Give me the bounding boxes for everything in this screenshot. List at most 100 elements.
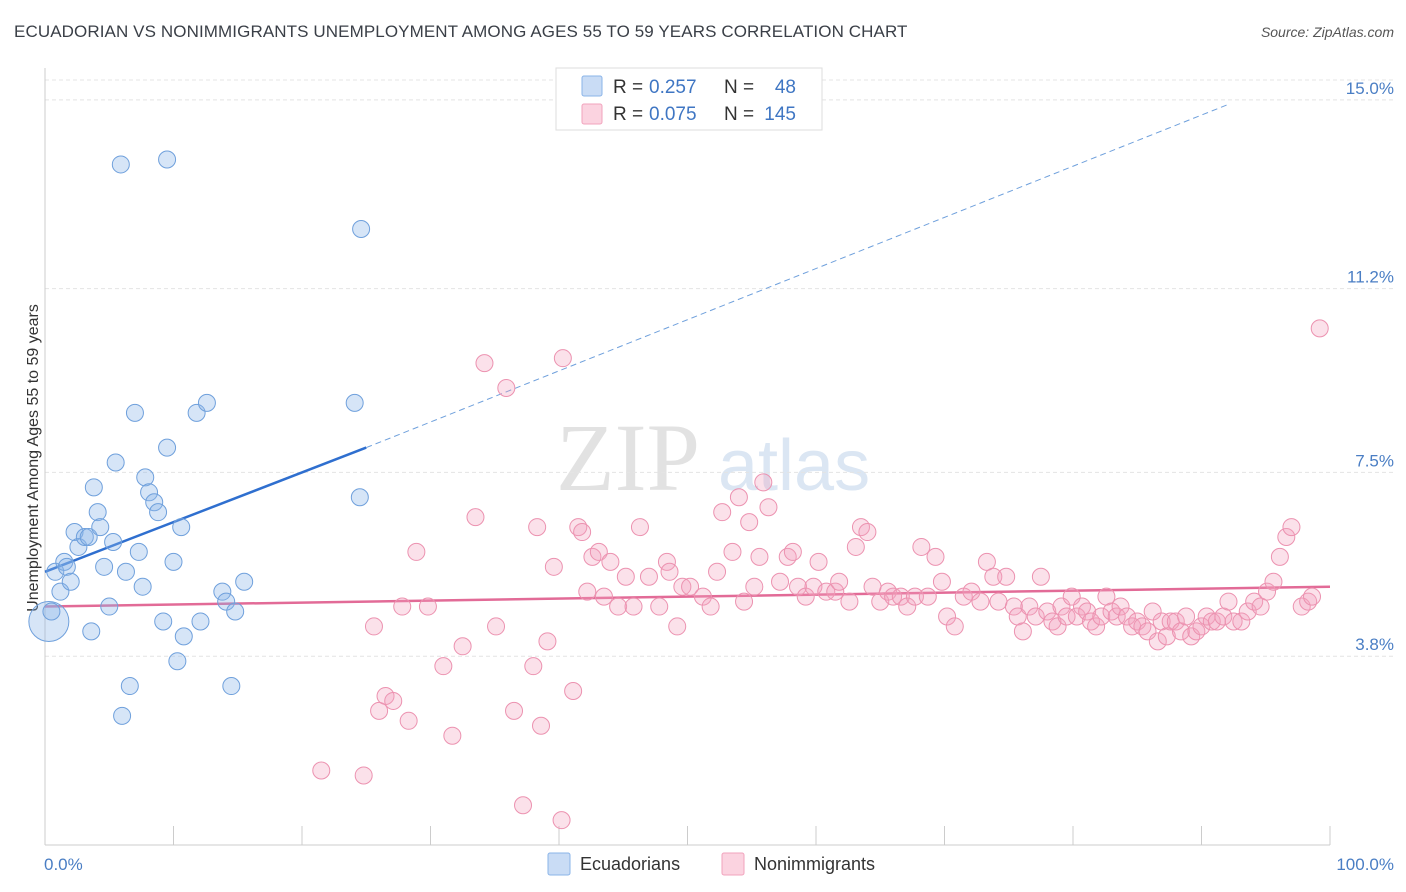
point-ecuadorians: [125, 403, 144, 422]
bottom-legend-swatch-ecuadorians: [547, 852, 571, 876]
point-nonimmigrants: [1020, 597, 1039, 616]
point-ecuadorians: [217, 592, 236, 611]
source-label: Source: ZipAtlas.com: [1260, 24, 1394, 40]
point-nonimmigrants: [443, 726, 462, 745]
y-tick-label: 15.0%: [1346, 79, 1394, 98]
point-nonimmigrants: [701, 597, 720, 616]
point-nonimmigrants: [1031, 567, 1050, 586]
point-nonimmigrants: [487, 617, 506, 636]
point-ecuadorians: [61, 572, 80, 591]
point-ecuadorians: [28, 600, 70, 642]
point-ecuadorians: [113, 706, 132, 725]
point-nonimmigrants: [1048, 617, 1067, 636]
watermark: ZIP atlas: [556, 404, 870, 511]
point-ecuadorians: [158, 150, 177, 169]
point-ecuadorians: [164, 552, 183, 571]
point-nonimmigrants: [532, 716, 551, 735]
point-nonimmigrants: [475, 354, 494, 373]
point-nonimmigrants: [745, 577, 764, 596]
point-ecuadorians: [191, 612, 210, 631]
point-nonimmigrants: [789, 577, 808, 596]
point-nonimmigrants: [783, 542, 802, 561]
point-nonimmigrants: [945, 617, 964, 636]
point-nonimmigrants: [1232, 612, 1251, 631]
point-nonimmigrants: [399, 711, 418, 730]
bottom-legend-nonimmigrants: Nonimmigrants: [754, 854, 875, 874]
point-nonimmigrants: [1143, 602, 1162, 621]
point-nonimmigrants: [624, 597, 643, 616]
trend-line-nonimmigrants: [44, 585, 1331, 608]
legend-r-value-1: 0.257: [649, 77, 697, 98]
point-nonimmigrants: [740, 513, 759, 532]
point-ecuadorians: [149, 503, 168, 522]
bottom-legend-ecuadorians: Ecuadorians: [580, 854, 680, 874]
legend-swatch-ecuadorians: [581, 75, 603, 97]
legend-box: R = 0.257 N = 48 R = 0.075 N = 145: [555, 67, 823, 131]
point-ecuadorians: [172, 518, 191, 537]
point-ecuadorians: [116, 562, 135, 581]
data-points: [28, 150, 1329, 830]
point-nonimmigrants: [1057, 607, 1076, 626]
legend-n-value-1: 48: [775, 77, 796, 98]
point-nonimmigrants: [977, 552, 996, 571]
point-nonimmigrants: [1166, 612, 1185, 631]
point-nonimmigrants: [1258, 582, 1277, 601]
point-ecuadorians: [158, 438, 177, 457]
point-nonimmigrants: [1264, 572, 1283, 591]
point-nonimmigrants: [538, 632, 557, 651]
point-nonimmigrants: [1092, 607, 1111, 626]
point-nonimmigrants: [1026, 607, 1045, 626]
point-nonimmigrants: [616, 567, 635, 586]
point-nonimmigrants: [1072, 597, 1091, 616]
point-nonimmigrants: [553, 349, 572, 368]
x-tick-label-min: 0.0%: [44, 855, 83, 874]
point-ecuadorians: [104, 532, 123, 551]
legend-r-label-2: R =: [613, 104, 643, 125]
point-nonimmigrants: [759, 498, 778, 517]
point-ecuadorians: [57, 557, 76, 576]
point-ecuadorians: [154, 612, 173, 631]
point-nonimmigrants: [1081, 612, 1100, 631]
point-nonimmigrants: [809, 552, 828, 571]
point-nonimmigrants: [729, 488, 748, 507]
point-nonimmigrants: [578, 582, 597, 601]
point-ecuadorians: [75, 528, 94, 547]
point-nonimmigrants: [735, 592, 754, 611]
point-ecuadorians: [91, 518, 110, 537]
point-nonimmigrants: [1004, 597, 1023, 616]
point-ecuadorians: [95, 557, 114, 576]
point-nonimmigrants: [708, 562, 727, 581]
point-nonimmigrants: [1219, 592, 1238, 611]
point-ecuadorians: [235, 572, 254, 591]
point-nonimmigrants: [1078, 602, 1097, 621]
point-nonimmigrants: [891, 587, 910, 606]
point-nonimmigrants: [997, 567, 1016, 586]
point-ecuadorians: [226, 602, 245, 621]
point-nonimmigrants: [989, 592, 1008, 611]
axes: [44, 68, 1331, 846]
point-nonimmigrants: [826, 582, 845, 601]
y-axis-label: Unemployment Among Ages 55 to 59 years: [25, 304, 42, 612]
point-nonimmigrants: [846, 537, 865, 556]
point-nonimmigrants: [528, 518, 547, 537]
point-nonimmigrants: [938, 607, 957, 626]
legend-n-value-2: 145: [764, 104, 796, 125]
point-nonimmigrants: [796, 587, 815, 606]
point-nonimmigrants: [962, 582, 981, 601]
point-nonimmigrants: [370, 701, 389, 720]
bottom-legend-swatch-nonimmigrants: [721, 852, 745, 876]
point-ecuadorians: [350, 488, 369, 507]
point-nonimmigrants: [926, 547, 945, 566]
point-nonimmigrants: [1177, 607, 1196, 626]
trend-line-ecuadorians: [44, 446, 367, 573]
point-nonimmigrants: [673, 577, 692, 596]
y-tick-labels: 3.8% 7.5% 11.2% 15.0%: [1346, 79, 1394, 654]
point-ecuadorians: [100, 597, 119, 616]
point-nonimmigrants: [552, 811, 571, 830]
point-nonimmigrants: [1013, 622, 1032, 641]
point-nonimmigrants: [589, 542, 608, 561]
point-ecuadorians: [213, 582, 232, 601]
point-nonimmigrants: [660, 562, 679, 581]
point-nonimmigrants: [1310, 319, 1329, 338]
